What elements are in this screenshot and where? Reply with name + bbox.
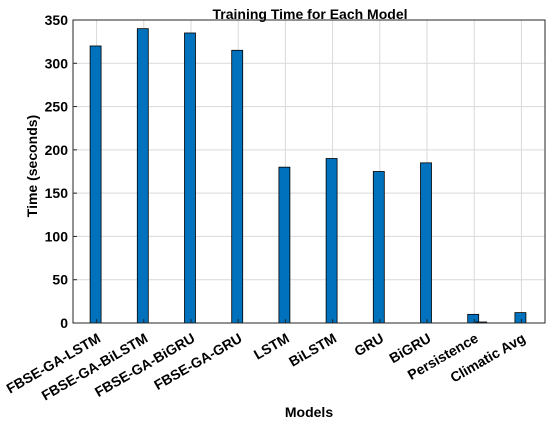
bar-gru: [372, 171, 385, 324]
x-tick-label: GRU: [351, 330, 386, 359]
y-tick-label: 350: [45, 12, 69, 28]
bar-fbse-ga-bilstm: [136, 28, 149, 324]
y-tick-label: 300: [45, 55, 69, 71]
bar-fbse-ga-bigru: [184, 32, 196, 324]
x-tick-label: LSTM: [251, 330, 292, 363]
y-tick-label: 200: [45, 142, 69, 158]
x-axis-label: Models: [285, 404, 333, 420]
y-axis-label: Time (seconds): [24, 115, 40, 217]
x-ticks: FBSE-GA-LSTMFBSE-GA-BiLSTMFBSE-GA-BiGRUF…: [4, 319, 528, 403]
chart-title: Training Time for Each Model: [213, 6, 408, 22]
bar-fbse-ga-lstm: [89, 45, 102, 324]
y-ticks: 0 50 100 150 200 250 300 350: [45, 12, 77, 331]
bar-lstm: [278, 166, 291, 324]
y-tick-label: 0: [60, 315, 68, 331]
y-tick-label: 150: [45, 185, 69, 201]
y-tick-label: 100: [45, 228, 69, 244]
plot-frame: [72, 19, 546, 324]
bar-fbse-ga-gru: [231, 49, 244, 324]
bar-bigru: [420, 162, 432, 324]
x-tick-label: BiLSTM: [286, 330, 339, 370]
y-tick-label: 250: [45, 99, 69, 115]
y-tick-label: 50: [52, 272, 68, 288]
bar-climatic-avg: [514, 312, 527, 324]
bar-bilstm: [325, 158, 338, 324]
axes: [72, 19, 546, 324]
bars: [89, 28, 527, 324]
